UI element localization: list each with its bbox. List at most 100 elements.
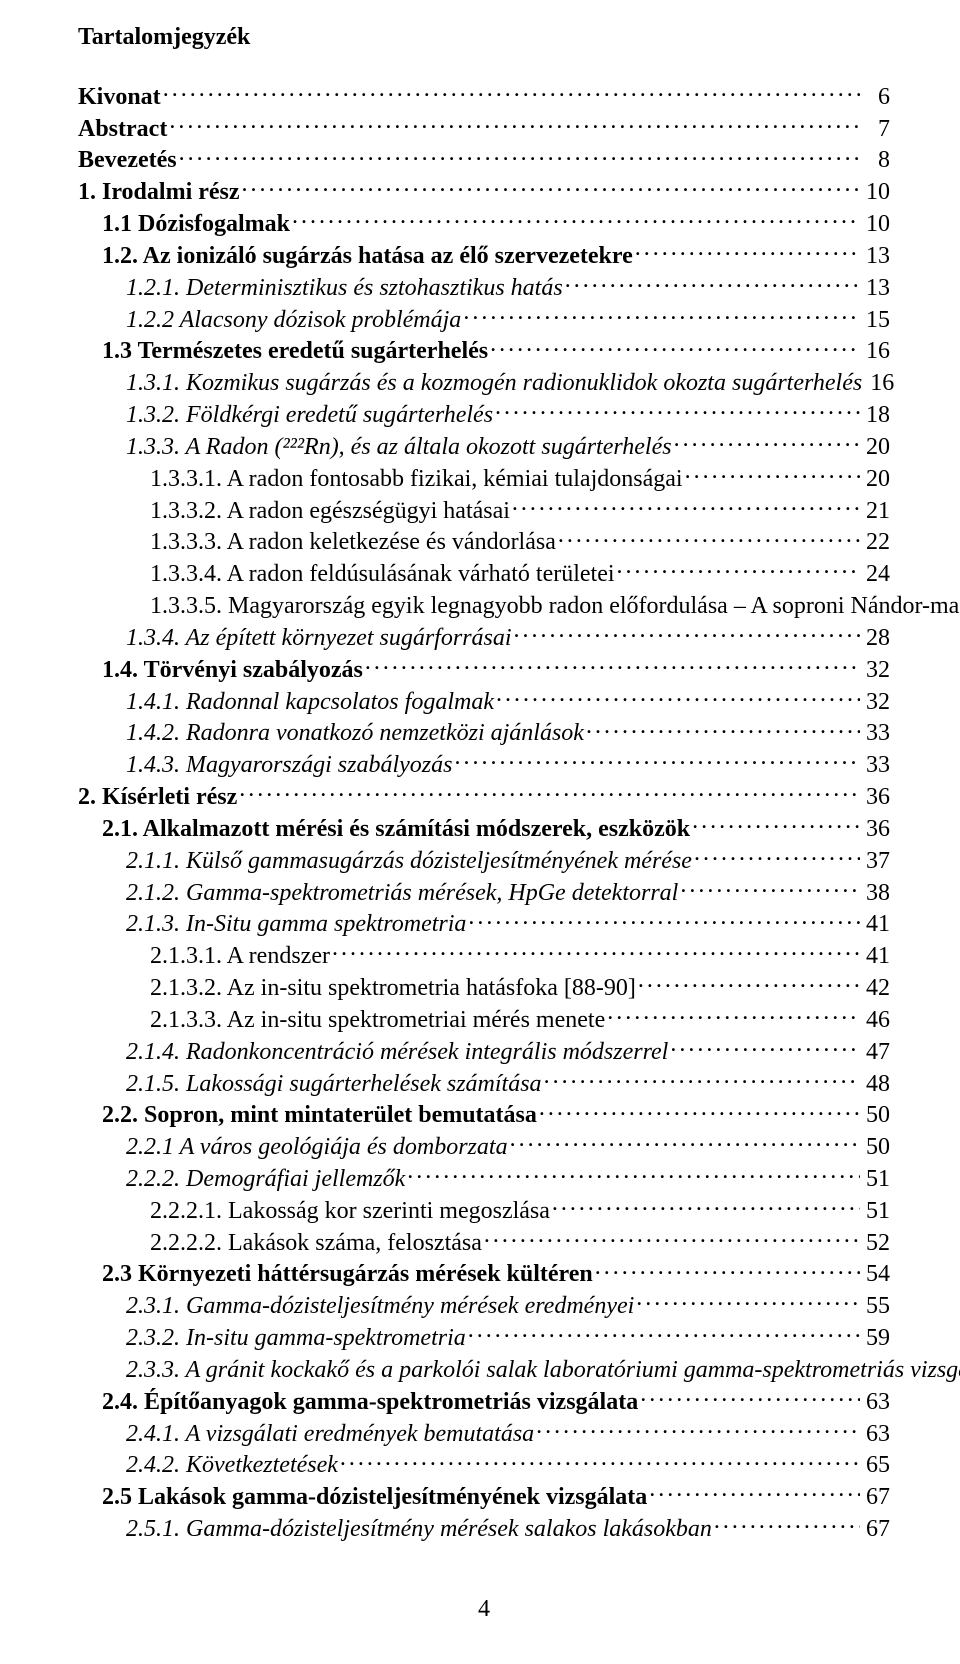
toc-entry-label: 2.1.1. Külső gammasugárzás dózisteljesít… [126,848,692,876]
toc-entry-label: 2.1.3.2. Az in-situ spektrometria hatásf… [150,975,636,1003]
toc-entry: 1.4.3. Magyarországi szabályozás33 [126,748,890,780]
toc-entry-leader [607,1003,860,1027]
toc-entry-label: 2.1.2. Gamma-spektrometriás mérések, HpG… [126,880,678,908]
toc-entry-leader [510,1130,860,1154]
toc-entry-label: 2.4.2. Következtetések [126,1452,338,1480]
toc-entry-page: 10 [862,211,890,239]
toc-entry-page: 38 [862,880,890,908]
toc-entry-page: 8 [862,147,890,175]
toc-entry-page: 51 [862,1166,890,1194]
toc-entry-leader [242,175,860,199]
toc-entry-leader [514,621,860,645]
toc-entry-page: 41 [862,943,890,971]
toc-entry-page: 55 [862,1293,890,1321]
toc-entry-label: 2. Kísérleti rész [78,784,237,812]
toc-entry-label: 2.5.1. Gamma-dózisteljesítmény mérések s… [126,1516,712,1544]
toc-entry: 1.1 Dózisfogalmak10 [102,207,890,239]
toc-entry: 1.2. Az ionizáló sugárzás hatása az élő … [102,239,890,271]
toc-entry-leader [365,653,860,677]
toc-entry: 1.3.3.2. A radon egészségügyi hatásai21 [150,494,890,526]
toc-entry: 2.2.2.1. Lakosság kor szerinti megoszlás… [150,1194,890,1226]
toc-entry-label: 1.3 Természetes eredetű sugárterhelés [102,338,488,366]
toc-entry-leader [670,1035,860,1059]
toc-entry: 2.1.3.1. A rendszer41 [150,939,890,971]
toc-entry: 1.3.3. A Radon (²²²Rn), és az általa oko… [126,430,890,462]
toc-entry-label: Kivonat [78,84,161,112]
toc-entry-page: 54 [862,1261,890,1289]
toc-entry-leader [536,1417,860,1441]
toc-entry-page: 21 [862,498,890,526]
toc-entry-page: 46 [862,1007,890,1035]
toc-entry-page: 10 [862,179,890,207]
toc-entry: 2.2.1 A város geológiája és domborzata50 [126,1130,890,1162]
toc-entry-label: Bevezetés [78,147,177,175]
toc-entry-leader [685,462,860,486]
toc-entry-leader [340,1448,860,1472]
toc-entry-page: 63 [862,1389,890,1417]
toc-entry: 2.1.4. Radonkoncentráció mérések integrá… [126,1035,890,1067]
toc-entry-leader [539,1098,860,1122]
toc-entry: 2.1.1. Külső gammasugárzás dózisteljesít… [126,844,890,876]
toc-entry-leader [495,398,860,422]
toc-entry-leader [163,80,860,104]
toc-entry-label: 1.4.1. Radonnal kapcsolatos fogalmak [126,689,494,717]
toc-entry-page: 65 [862,1452,890,1480]
toc-entry-leader [649,1480,860,1504]
toc-entry-leader [635,239,860,263]
toc-entry-leader [558,525,860,549]
toc-entry-leader [586,716,860,740]
toc-entry: 2.3.2. In-situ gamma-spektrometria59 [126,1321,890,1353]
toc-entry-page: 47 [862,1039,890,1067]
toc-entry-label: 2.3.3. A gránit kockakő és a parkolói sa… [126,1357,960,1385]
toc-entry-label: Abstract [78,116,167,144]
toc-entry: 2.4.2. Következtetések 65 [126,1448,890,1480]
toc-entry: 2.1.3.3. Az in-situ spektrometriai mérés… [150,1003,890,1035]
toc-entry-leader [463,303,860,327]
toc-entry-page: 50 [862,1134,890,1162]
toc-entry-leader [179,143,860,167]
toc-entry: Bevezetés 8 [78,143,890,175]
toc-entry-label: 2.1.4. Radonkoncentráció mérések integrá… [126,1039,668,1067]
toc-entry-label: 2.1.3.3. Az in-situ spektrometriai mérés… [150,1007,605,1035]
toc-entry-label: 1.2. Az ionizáló sugárzás hatása az élő … [102,243,633,271]
toc-entry-page: 51 [862,1198,890,1226]
toc-entry-page: 67 [862,1516,890,1544]
toc-entry-leader [454,748,860,772]
toc-entry-page: 18 [862,402,890,430]
toc-entry-page: 7 [862,116,890,144]
toc-entry-leader [332,939,860,963]
toc-entry-label: 2.2.2.1. Lakosság kor szerinti megoszlás… [150,1198,550,1226]
toc-entry: 2.3.3. A gránit kockakő és a parkolói sa… [126,1353,890,1385]
toc-entry: 1.3.3.4. A radon feldúsulásának várható … [150,557,890,589]
toc-entry-label: 1.3.3. A Radon (²²²Rn), és az általa oko… [126,434,672,462]
toc-entry-page: 32 [862,689,890,717]
toc-entry: 2.1.2. Gamma-spektrometriás mérések, HpG… [126,876,890,908]
toc-entry: 2.3 Környezeti háttérsugárzás mérések kü… [102,1257,890,1289]
toc-entry-label: 2.2.2.2. Lakások száma, felosztása [150,1230,482,1258]
toc-entry-label: 1.3.2. Földkérgi eredetű sugárterhelés [126,402,493,430]
toc-entry-page: 37 [862,848,890,876]
toc-entry-label: 2.4. Építőanyagok gamma-spektrometriás v… [102,1389,638,1417]
toc-entry-page: 22 [862,529,890,557]
toc-entry-leader [674,430,860,454]
toc-entry: 1.2.2 Alacsony dózisok problémája15 [126,303,890,335]
toc-entry: 2.5 Lakások gamma-dózisteljesítményének … [102,1480,890,1512]
toc-entry: 2.2.2.2. Lakások száma, felosztása52 [150,1226,890,1258]
toc-entry-leader [617,557,860,581]
toc-entry-page: 6 [862,84,890,112]
toc-entry-page: 48 [862,1071,890,1099]
toc-entry: 1.3.3.3. A radon keletkezése és vándorlá… [150,525,890,557]
toc-entry-leader [484,1226,860,1250]
toc-entry-page: 32 [862,657,890,685]
toc-entry-leader [640,1385,860,1409]
toc-entry: Abstract 7 [78,112,890,144]
toc-entry-label: 2.5 Lakások gamma-dózisteljesítményének … [102,1484,647,1512]
toc-entry: 1. Irodalmi rész10 [78,175,890,207]
page: Tartalomjegyzék Kivonat6Abstract7Bevezet… [0,0,960,1664]
toc-entry-label: 1.3.3.4. A radon feldúsulásának várható … [150,561,615,589]
toc-entry-page: 28 [862,625,890,653]
toc-entry-leader [565,271,860,295]
toc-entry: 2.5.1. Gamma-dózisteljesítmény mérések s… [126,1512,890,1544]
toc-entry-page: 36 [862,816,890,844]
toc-entry-label: 1.2.1. Determinisztikus és sztohasztikus… [126,275,563,303]
